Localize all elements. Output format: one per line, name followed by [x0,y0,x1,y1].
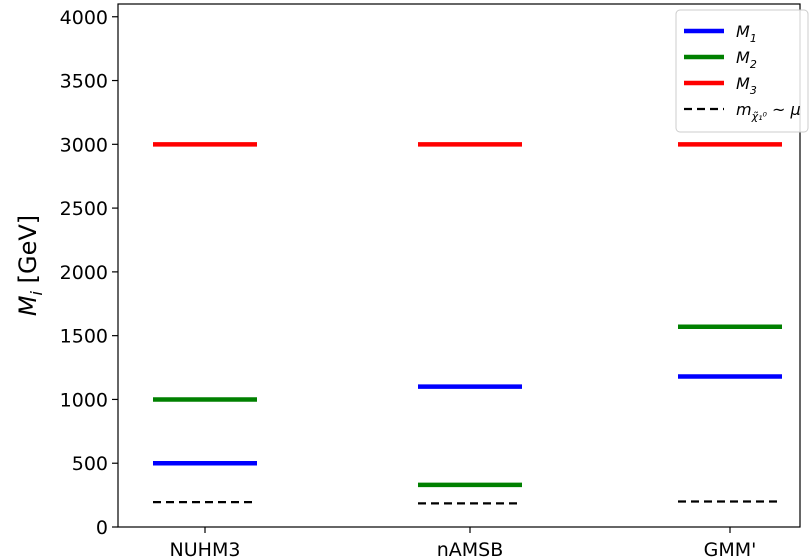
y-tick-label: 500 [72,453,108,475]
x-tick-label: GMM' [704,539,757,558]
y-axis-title: Mi [GeV] [14,215,46,316]
y-tick-label: 2000 [60,262,108,284]
y-tick-label: 3000 [60,134,108,156]
legend-label: mχ̃₁⁰ ~ μ [736,100,801,123]
y-tick-label: 1000 [60,389,108,411]
x-ticks: NUHM3 nAMSB GMM' [170,527,757,558]
legend-label: M2 [736,48,757,71]
y-tick-label: 2500 [60,198,108,220]
legend-label: M3 [736,74,757,97]
x-tick-label: nAMSB [437,539,504,558]
plot-marks [153,142,782,505]
y-tick-label: 0 [96,517,108,539]
legend-label: M1 [736,22,757,45]
y-tick-label: 3500 [60,71,108,93]
x-tick-label: NUHM3 [170,539,241,558]
y-tick-label: 1500 [60,326,108,348]
y-tick-label: 4000 [60,7,108,29]
y-ticks: 0 500 1000 1500 2000 2500 3000 3500 4000 [60,7,118,539]
legend: M1 M2 M3 mχ̃₁⁰ ~ μ [675,9,809,133]
plot-frame [117,3,801,528]
legend-box [675,9,809,133]
